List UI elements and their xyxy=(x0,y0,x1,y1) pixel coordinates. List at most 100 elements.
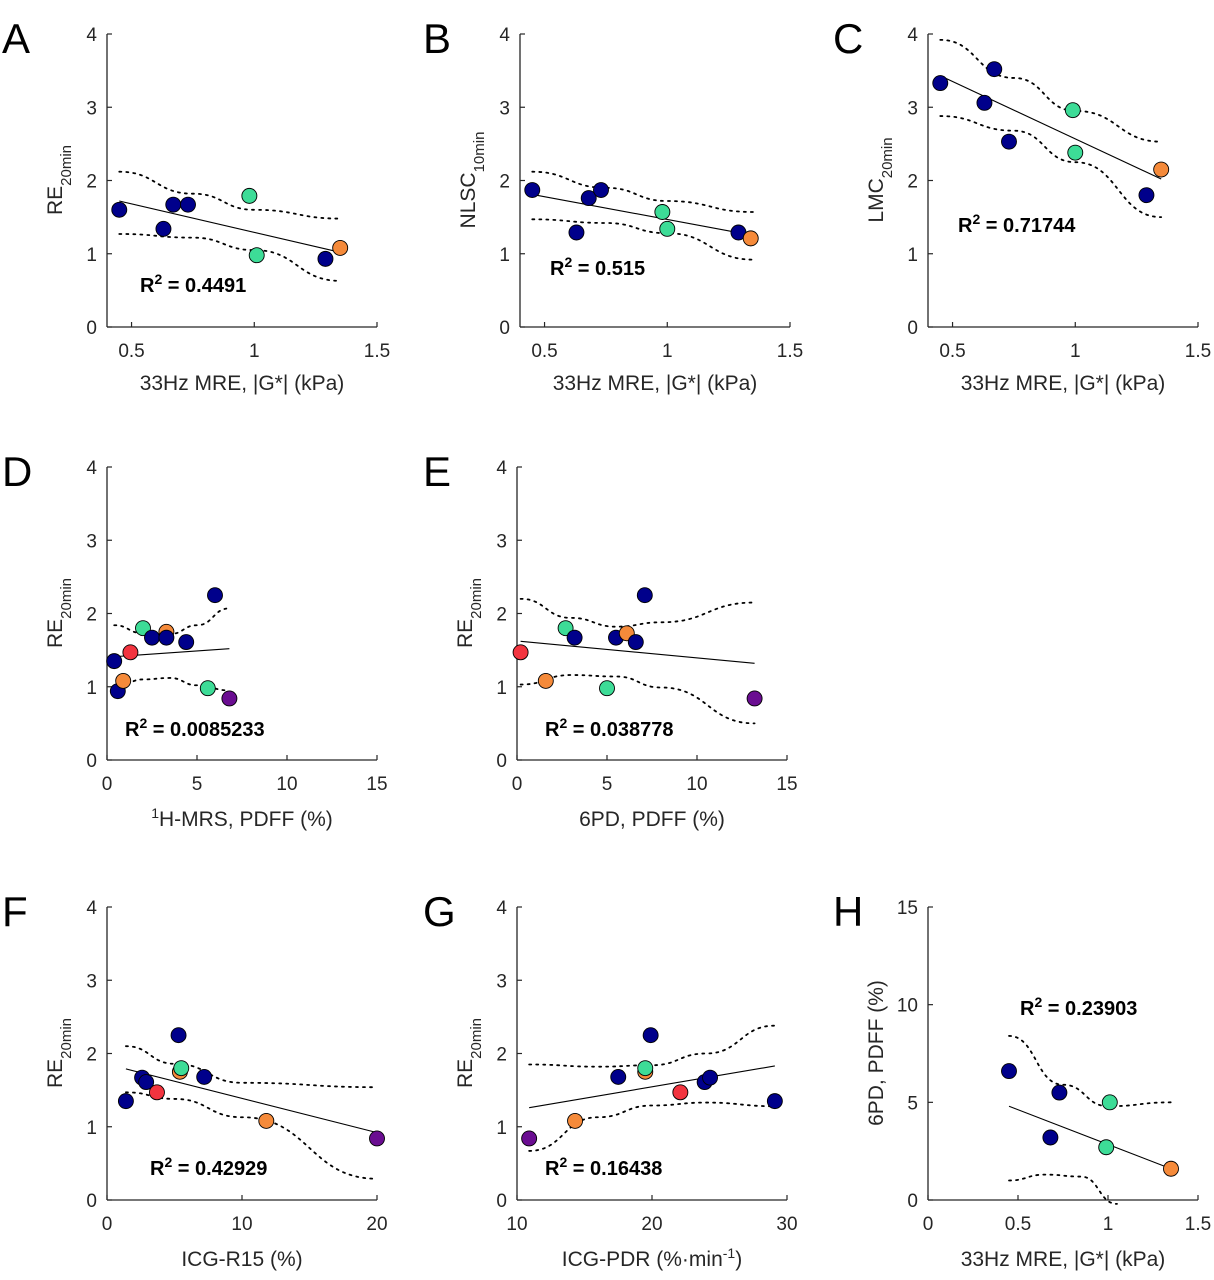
r-squared-value: = 0.16438 xyxy=(567,1158,662,1180)
x-tick-label: 10 xyxy=(276,774,297,795)
y-tick-label: 1 xyxy=(499,245,510,266)
x-tick-label: 1 xyxy=(249,341,260,362)
panel-letter: F xyxy=(2,888,28,935)
r-squared-exp: 2 xyxy=(559,715,567,731)
y-tick-label: 2 xyxy=(86,172,97,193)
y-tick-label: 3 xyxy=(496,531,507,552)
data-point xyxy=(1067,144,1084,161)
data-point xyxy=(165,196,182,213)
x-axis-label-tail: ) xyxy=(735,1248,742,1271)
y-tick-label: 4 xyxy=(86,25,97,46)
y-axis-label-text: RE xyxy=(454,1059,477,1088)
r-squared-exp: 2 xyxy=(564,254,572,270)
data-point xyxy=(1064,102,1081,119)
y-axis-label-sub: 20min xyxy=(58,145,75,186)
data-point xyxy=(742,230,759,247)
confidence-upper xyxy=(118,170,342,220)
data-point xyxy=(1051,1084,1068,1101)
y-tick-label: 1 xyxy=(86,245,97,266)
y-axis-label-text: RE xyxy=(44,186,67,215)
data-point xyxy=(746,690,763,707)
y-tick-label: 4 xyxy=(496,458,507,479)
data-point xyxy=(672,1084,689,1101)
data-point xyxy=(144,629,160,646)
data-point xyxy=(610,1068,627,1085)
data-point xyxy=(1098,1139,1115,1156)
data-point xyxy=(248,247,265,264)
data-point xyxy=(637,1060,654,1077)
y-tick-label: 0 xyxy=(496,751,507,772)
y-axis-label-sub: 20min xyxy=(58,578,75,619)
fit-line xyxy=(125,1068,378,1134)
y-axis-label: 6PD, PDFF (%) xyxy=(865,980,888,1126)
y-axis-label-text: RE xyxy=(44,1059,67,1088)
r-squared-label: R2 = 0.42929 xyxy=(150,1154,267,1180)
y-tick-label: 0 xyxy=(496,1191,507,1212)
y-tick-label: 0 xyxy=(907,318,918,339)
y-tick-label: 0 xyxy=(499,318,510,339)
data-point xyxy=(627,634,644,651)
x-tick-label: 5 xyxy=(602,774,613,795)
x-tick-label: 20 xyxy=(641,1214,662,1235)
y-tick-label: 0 xyxy=(86,318,97,339)
data-point xyxy=(158,629,175,646)
panel-b: 0 1 2 3 4 0.5 1 1.5 33Hz MRE, |G*| (kPa) NLSC10mi… xyxy=(423,15,803,395)
data-point xyxy=(138,1074,155,1091)
x-axis-label: 33Hz MRE, |G*| (kPa) xyxy=(961,1248,1166,1271)
y-tick-label: 4 xyxy=(496,898,507,919)
r-squared-exp: 2 xyxy=(154,271,162,287)
panel-c: 0 1 2 3 4 0.5 1 1.5 33Hz MRE, |G*| (kPa) LMC20min… xyxy=(833,15,1211,395)
x-tick-label: 0.5 xyxy=(939,341,965,362)
y-axis-label-sub: 20min xyxy=(468,578,485,619)
r-squared-exp: 2 xyxy=(972,211,980,227)
x-tick-label: 10 xyxy=(506,1214,527,1235)
x-axis-label-sup: -1 xyxy=(723,1245,736,1261)
r-squared-prefix: R xyxy=(1020,998,1035,1020)
data-point xyxy=(593,182,609,198)
r-squared-value: = 0.4491 xyxy=(162,275,246,297)
x-tick-label: 0.5 xyxy=(1005,1214,1031,1235)
x-axis-label: ICG-R15 (%) xyxy=(181,1248,302,1271)
confidence-lower xyxy=(113,677,231,692)
y-tick-label: 2 xyxy=(496,605,507,626)
r-squared-label: R2 = 0.515 xyxy=(550,254,645,280)
y-tick-label: 1 xyxy=(496,1118,507,1139)
panel-letter: C xyxy=(833,15,863,62)
y-axis-label: RE20min xyxy=(454,1018,485,1088)
panel-letter: E xyxy=(423,448,451,495)
x-tick-label: 15 xyxy=(776,774,797,795)
confidence-lower xyxy=(519,674,756,725)
x-tick-label: 1.5 xyxy=(1185,1214,1211,1235)
y-tick-label: 0 xyxy=(86,751,97,772)
x-tick-label: 1.5 xyxy=(777,341,803,362)
r-squared-label: R2 = 0.038778 xyxy=(545,715,673,741)
x-tick-label: 10 xyxy=(686,774,707,795)
data-point xyxy=(1153,161,1170,178)
y-tick-label: 2 xyxy=(499,172,510,193)
data-point xyxy=(221,690,238,707)
fit-line xyxy=(1008,1105,1172,1170)
r-squared-exp: 2 xyxy=(559,1154,567,1170)
fit-line xyxy=(520,640,755,664)
r-squared-value: = 0.23903 xyxy=(1042,998,1137,1020)
data-point xyxy=(196,1068,213,1085)
y-axis-label-text: 6PD, PDFF (%) xyxy=(865,980,888,1126)
data-point xyxy=(258,1112,275,1129)
data-point xyxy=(170,1027,187,1044)
y-tick-label: 3 xyxy=(496,971,507,992)
y-tick-label: 5 xyxy=(907,1093,918,1114)
y-axis-label-text: LMC xyxy=(865,178,888,222)
y-tick-label: 1 xyxy=(86,1118,97,1139)
data-point xyxy=(1001,1063,1017,1080)
data-point xyxy=(766,1093,783,1110)
y-tick-label: 2 xyxy=(496,1045,507,1066)
x-axis-label: 1H-MRS, PDFF (%) xyxy=(151,805,333,831)
r-squared-label: R2 = 0.23903 xyxy=(1020,994,1137,1020)
data-point xyxy=(568,224,585,241)
r-squared-label: R2 = 0.71744 xyxy=(958,211,1076,237)
y-tick-label: 3 xyxy=(86,98,97,119)
